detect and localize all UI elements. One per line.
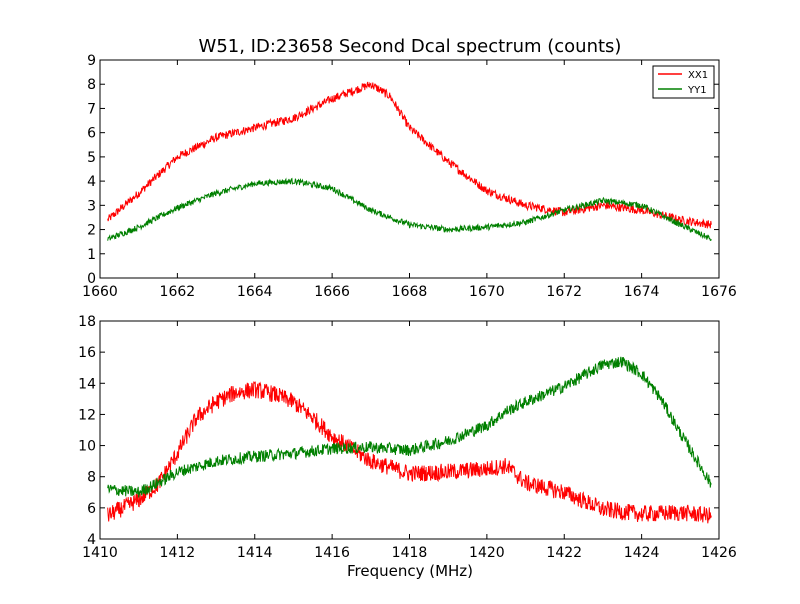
legend-label-xx1: XX1	[688, 70, 708, 81]
y-tick-label: 6	[87, 126, 96, 142]
x-tick-label: 1418	[392, 545, 428, 561]
y-tick-label: 8	[87, 77, 96, 93]
y-tick-label: 14	[78, 376, 96, 392]
y-tick-label: 12	[78, 407, 96, 423]
x-tick-label: 1662	[160, 284, 196, 300]
series-line-yy1-panel-1	[107, 177, 712, 241]
x-axis-label: Frequency (MHz)	[347, 562, 473, 580]
bottom-panel: 1410 1412 1414 1416 1418 1420 1422 1424 14264681…	[78, 314, 737, 561]
x-tick-label: 1422	[546, 545, 582, 561]
series-line-red-panel-2	[107, 381, 712, 524]
x-tick-label: 1420	[469, 545, 505, 561]
x-tick-label: 1668	[392, 284, 428, 300]
y-tick-label: 16	[78, 345, 96, 361]
x-tick-label: 1416	[314, 545, 350, 561]
y-tick-label: 7	[87, 101, 96, 117]
legend-frame	[652, 65, 715, 99]
x-tick-label: 1660	[82, 284, 118, 300]
y-tick-label: 4	[87, 532, 96, 548]
y-tick-label: 6	[87, 501, 96, 517]
x-tick-label: 1676	[701, 284, 737, 300]
y-tick-label: 8	[87, 470, 96, 486]
legend: XX1 YY1	[652, 65, 715, 99]
top-panel: 1660 1662 1664 1666 1668 1670 1672 1674 1676 0 1 2 3…	[82, 53, 737, 300]
y-tick-label: 2	[87, 223, 96, 239]
x-tick-label: 1424	[624, 545, 660, 561]
y-tick-label: 4	[87, 174, 96, 190]
x-tick-label: 1412	[160, 545, 196, 561]
y-tick-label: 10	[78, 439, 96, 455]
y-tick-label: 1	[87, 247, 96, 263]
x-tick-label: 1664	[237, 284, 273, 300]
chart-title: W51, ID:23658 Second Dcal spectrum (coun…	[199, 36, 622, 57]
y-tick-label: 5	[87, 150, 96, 166]
x-tick-label: 1666	[314, 284, 350, 300]
x-tick-label: 1670	[469, 284, 505, 300]
series-line-xx1-panel-1	[107, 81, 712, 229]
y-tick-label: 0	[87, 271, 96, 287]
x-tick-label: 1410	[82, 545, 118, 561]
legend-label-yy1: YY1	[687, 85, 707, 96]
y-tick-label: 18	[78, 314, 96, 330]
x-tick-label: 1426	[701, 545, 737, 561]
x-tick-label: 1672	[546, 284, 582, 300]
series-line-green-panel-2	[107, 356, 712, 498]
x-tick-label: 1674	[624, 284, 660, 300]
y-tick-label: 9	[87, 53, 96, 69]
x-tick-label: 1414	[237, 545, 273, 561]
y-tick-label: 3	[87, 198, 96, 214]
